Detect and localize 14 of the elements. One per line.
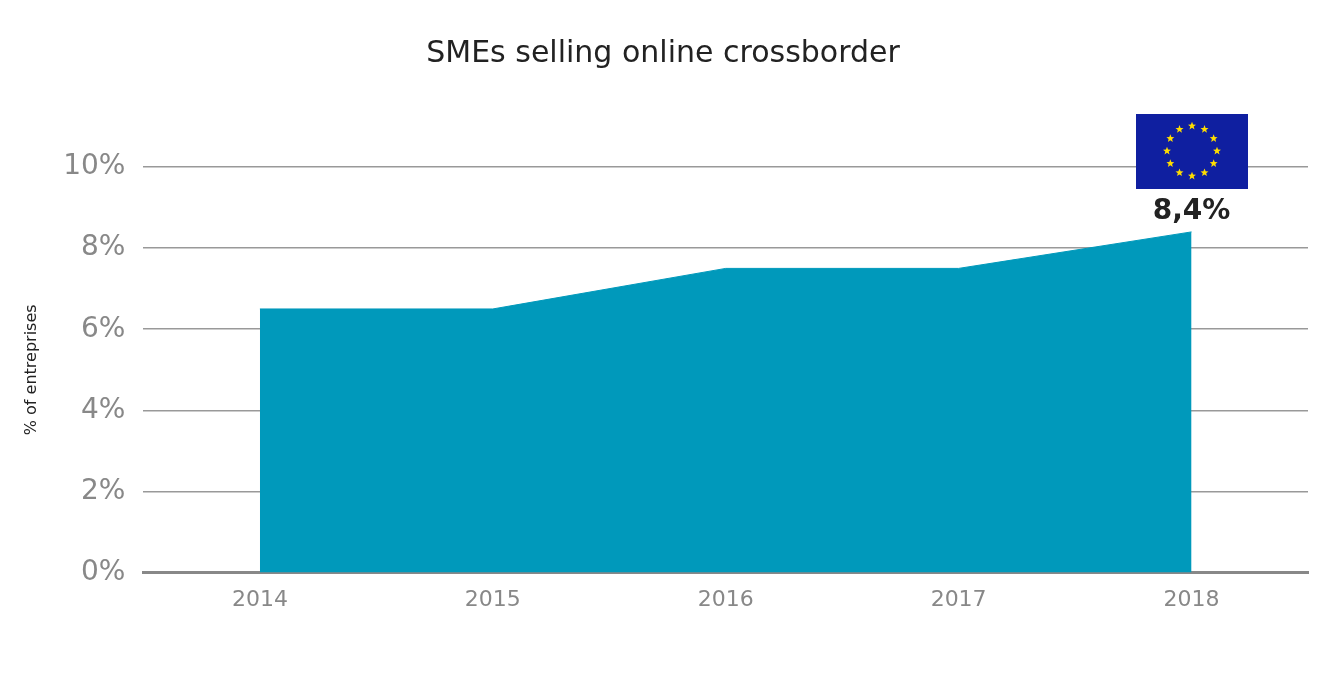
x-tick-label: 2015 (464, 585, 521, 611)
y-tick-label: 10% (63, 148, 126, 182)
data-label: 8,4% (1152, 193, 1231, 227)
x-tick-label: 2014 (231, 585, 288, 611)
y-axis-title: % of entreprises (20, 304, 40, 436)
chart-title: SMEs selling online crossborder (426, 33, 901, 69)
y-tick-label: 4% (81, 391, 126, 425)
x-tick-label: 2017 (930, 585, 987, 611)
y-tick-label: 8% (81, 229, 126, 263)
y-tick-label: 2% (81, 472, 126, 506)
x-tick-label: 2016 (697, 585, 754, 611)
x-tick-label: 2018 (1163, 585, 1220, 611)
y-tick-label: 0% (81, 553, 126, 587)
y-tick-label: 6% (81, 310, 126, 344)
